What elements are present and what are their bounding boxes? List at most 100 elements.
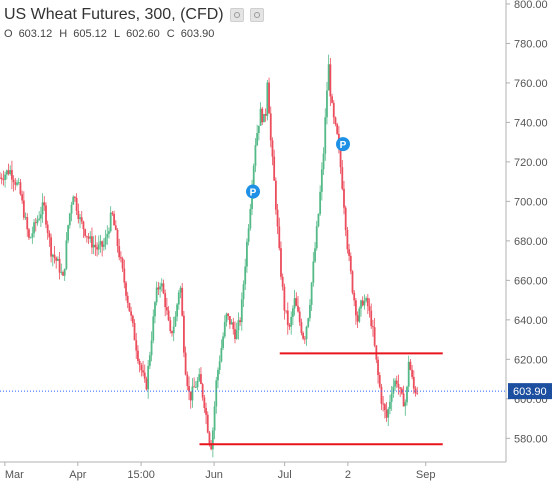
candle-body	[140, 365, 143, 371]
candle	[91, 227, 93, 255]
candle-body	[101, 241, 104, 247]
candle-body	[157, 287, 160, 290]
candle	[201, 382, 204, 401]
candle	[135, 333, 138, 359]
candle-body	[339, 145, 342, 168]
candle	[310, 281, 313, 311]
candle-body	[366, 298, 369, 307]
x-tick-label: Mar	[5, 469, 24, 481]
candle	[50, 233, 52, 263]
candle	[51, 253, 54, 267]
x-tick-label: Jul	[278, 469, 292, 481]
y-tick-label: 660.00	[514, 275, 548, 287]
candle-body	[331, 96, 333, 103]
candle-body	[65, 240, 68, 269]
settings-gear-icon[interactable]	[249, 8, 264, 22]
candle-body	[222, 336, 224, 348]
candle-body	[307, 318, 310, 327]
candle-body	[327, 64, 330, 91]
candle	[215, 376, 218, 414]
candle	[177, 290, 180, 310]
candle	[101, 240, 104, 257]
price-tag-label: 603.90	[513, 386, 547, 398]
candle-body	[104, 237, 107, 245]
candle	[92, 235, 95, 255]
candle	[332, 100, 335, 124]
candle-body	[56, 258, 59, 261]
candle-body	[382, 403, 385, 405]
x-axis[interactable]: Mar Apr 15:00 Jun Jul 2 Sep	[0, 461, 506, 481]
candle	[392, 378, 395, 398]
candle-body	[184, 352, 187, 375]
candle	[43, 196, 46, 211]
candle-body	[239, 320, 242, 323]
candle	[218, 355, 221, 375]
candle	[137, 345, 139, 364]
candle	[399, 386, 402, 397]
low-value: 602.60	[126, 28, 160, 40]
candle-body	[82, 221, 85, 230]
p-marker-1[interactable]: P	[246, 184, 260, 199]
candle-body	[53, 254, 56, 258]
candle	[16, 179, 18, 187]
candle	[113, 210, 115, 226]
candle	[404, 399, 407, 416]
candle-body	[189, 391, 192, 401]
candle	[2, 170, 5, 186]
candle-body	[266, 82, 269, 116]
candle-body	[205, 408, 207, 415]
candle-body	[406, 386, 408, 403]
candle	[174, 311, 177, 327]
candle	[278, 217, 281, 251]
candle	[400, 387, 403, 395]
candle	[387, 407, 390, 427]
candle-body	[295, 298, 298, 306]
candle-body	[188, 385, 190, 392]
candle	[138, 358, 141, 373]
candle-body	[220, 347, 223, 362]
candle-body	[194, 387, 197, 389]
candle-body	[75, 197, 78, 211]
y-axis[interactable]: 800.00 780.00 760.00 740.00 720.00 700.00 680.…	[505, 0, 552, 462]
candle-body	[409, 361, 412, 370]
p-marker-2[interactable]: P	[336, 137, 351, 152]
candle-body	[62, 272, 64, 276]
markers-layer: PP	[246, 137, 351, 199]
candle	[85, 235, 88, 243]
candle-body	[200, 374, 202, 385]
candle-body	[377, 359, 379, 375]
candle	[217, 367, 219, 389]
candle-body	[159, 286, 161, 290]
candle	[361, 296, 364, 307]
y-tick-label: 680.00	[514, 236, 548, 248]
candle-body	[4, 174, 7, 180]
candle	[263, 113, 265, 123]
candle	[320, 162, 323, 201]
candle-body	[11, 170, 13, 180]
x-tick-label: 2	[345, 469, 351, 481]
y-tick-label: 720.00	[514, 157, 548, 169]
candle	[256, 124, 259, 147]
candle	[254, 138, 257, 173]
candle-body	[142, 370, 144, 373]
candle-body	[217, 370, 219, 381]
candle-body	[45, 205, 47, 225]
candle-body	[400, 388, 403, 394]
candle-body	[9, 170, 12, 174]
candle-body	[125, 282, 127, 296]
candle	[244, 258, 247, 290]
candle	[285, 310, 287, 314]
candle-body	[162, 283, 165, 294]
candle-body	[399, 387, 402, 389]
candle-body	[155, 287, 158, 303]
candle-body	[33, 222, 35, 234]
candle	[283, 283, 286, 320]
candle	[305, 325, 308, 346]
candle-body	[334, 117, 337, 125]
candle	[106, 225, 109, 245]
visibility-eye-icon[interactable]	[229, 8, 244, 22]
candle-body	[29, 237, 32, 239]
candle-body	[397, 383, 400, 388]
candle-body	[387, 408, 390, 418]
